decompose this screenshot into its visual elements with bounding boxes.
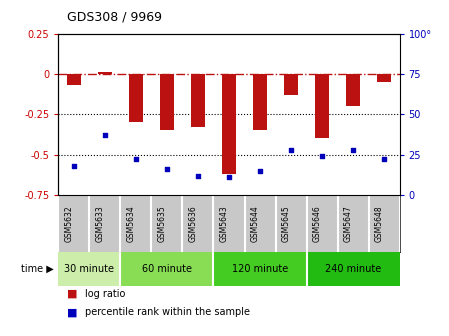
Point bbox=[225, 174, 233, 180]
Text: GSM5635: GSM5635 bbox=[158, 205, 167, 242]
Text: log ratio: log ratio bbox=[85, 289, 126, 299]
Bar bbox=[346, 74, 360, 106]
Bar bbox=[58, 252, 120, 286]
Text: 60 minute: 60 minute bbox=[142, 264, 192, 274]
Bar bbox=[160, 74, 174, 130]
Text: 30 minute: 30 minute bbox=[64, 264, 114, 274]
Text: GSM5646: GSM5646 bbox=[313, 205, 322, 242]
Bar bbox=[284, 74, 298, 95]
Point bbox=[256, 168, 264, 173]
Text: time ▶: time ▶ bbox=[21, 264, 54, 274]
Bar bbox=[377, 74, 391, 82]
Bar bbox=[191, 74, 205, 127]
Text: GSM5643: GSM5643 bbox=[220, 205, 229, 242]
Text: GSM5636: GSM5636 bbox=[189, 205, 198, 242]
Text: 120 minute: 120 minute bbox=[232, 264, 288, 274]
Text: GSM5648: GSM5648 bbox=[375, 205, 384, 242]
Point bbox=[101, 132, 109, 138]
Text: 240 minute: 240 minute bbox=[325, 264, 381, 274]
Bar bbox=[222, 74, 236, 174]
Bar bbox=[67, 74, 81, 85]
Text: ■: ■ bbox=[67, 307, 78, 318]
Bar bbox=[120, 252, 213, 286]
Text: GSM5633: GSM5633 bbox=[96, 205, 105, 242]
Text: GDS308 / 9969: GDS308 / 9969 bbox=[67, 10, 163, 23]
Text: GSM5645: GSM5645 bbox=[282, 205, 291, 242]
Text: GSM5647: GSM5647 bbox=[344, 205, 353, 242]
Text: ■: ■ bbox=[67, 289, 78, 299]
Bar bbox=[307, 252, 400, 286]
Bar bbox=[253, 74, 267, 130]
Point bbox=[194, 173, 202, 178]
Text: percentile rank within the sample: percentile rank within the sample bbox=[85, 307, 250, 318]
Point bbox=[70, 163, 78, 169]
Point bbox=[380, 157, 387, 162]
Bar bbox=[98, 72, 112, 74]
Bar bbox=[315, 74, 329, 138]
Point bbox=[163, 166, 171, 172]
Text: GSM5632: GSM5632 bbox=[65, 205, 74, 242]
Text: GSM5644: GSM5644 bbox=[251, 205, 260, 242]
Text: GSM5634: GSM5634 bbox=[127, 205, 136, 242]
Point bbox=[132, 157, 140, 162]
Bar bbox=[129, 74, 143, 122]
Point bbox=[287, 147, 295, 153]
Point bbox=[318, 154, 326, 159]
Bar bbox=[213, 252, 307, 286]
Point bbox=[349, 147, 357, 153]
